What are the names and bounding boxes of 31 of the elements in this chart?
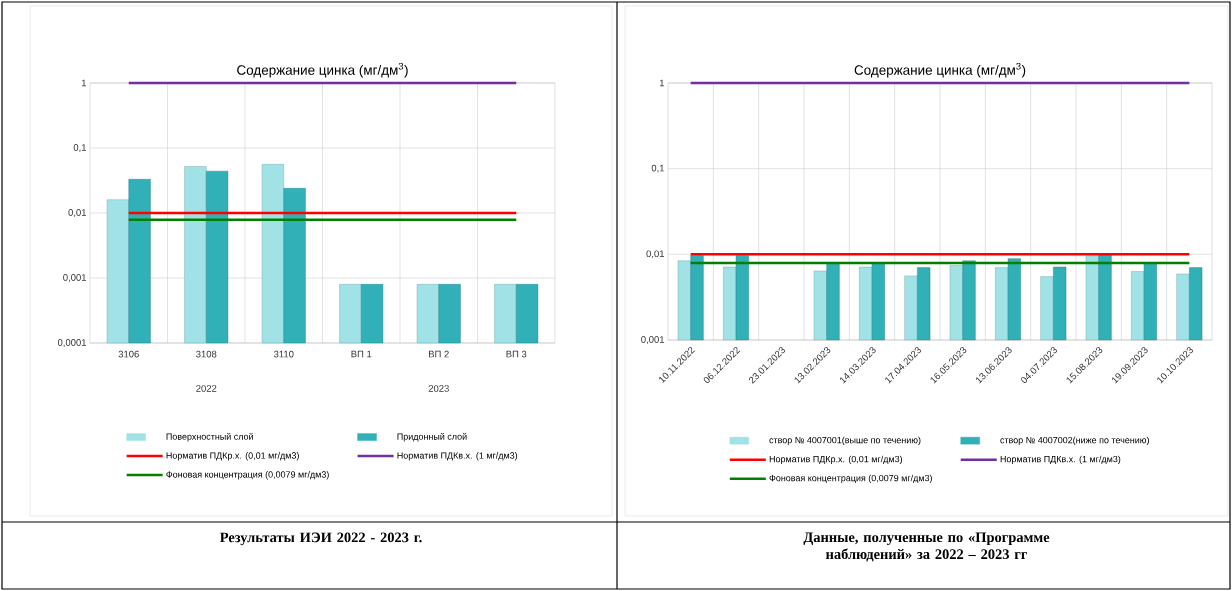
- y-tick-label: 1: [659, 79, 665, 87]
- chart-title: Содержание цинка (мг/дм$^{3}$): [854, 62, 1026, 78]
- chart-title: Содержание цинка (мг/дм$^{3}$): [237, 62, 408, 78]
- legend-label: Норматив ПДКв.х. (1 мг/дм3): [397, 452, 518, 461]
- legend-label: Норматив ПДКр.х. (0,01 мг/дм3): [166, 452, 299, 461]
- y-tick-label: 0,1: [651, 164, 665, 173]
- x-tick-label: ВП 1: [351, 350, 372, 358]
- y-tick-label: 0,01: [68, 209, 87, 217]
- text: Данные, полученные по «Программе наблюдений» за 2022 – 2023 гг: [803, 532, 1050, 562]
- legend-label: створ № 4007001(выше по течению): [769, 436, 921, 446]
- text: 2022: [196, 385, 217, 392]
- y-tick-label: 1: [81, 79, 87, 87]
- legend-label: Поверхностный слой: [166, 432, 253, 442]
- y-tick-label: 0,0001: [57, 339, 87, 347]
- y-tick-label: 0,001: [63, 274, 87, 282]
- y-tick-label: 0,1: [73, 144, 87, 152]
- legend-label: Фоновая концентрация (0,0079 мг/дм3): [166, 471, 329, 480]
- x-tick-label: ВП 2: [429, 350, 449, 358]
- text: 2023: [428, 385, 449, 392]
- y-tick-label: 0,01: [646, 250, 665, 259]
- x-tick-label: 3110: [273, 350, 294, 358]
- legend-label: Придонный слой: [397, 432, 467, 442]
- legend-label: Норматив ПДКв.х. (1 мг/дм3): [1000, 455, 1121, 465]
- x-tick-label: 3108: [196, 350, 217, 358]
- legend-label: Норматив ПДКр.х. (0,01 мг/дм3): [769, 455, 903, 465]
- legend-label: Фоновая концентрация (0,0079 мг/дм3): [769, 474, 932, 483]
- y-tick-label: 0,001: [641, 336, 665, 344]
- x-tick-label: 3106: [118, 350, 139, 358]
- text: Результаты ИЭИ 2022 - 2023 г.: [219, 532, 422, 546]
- x-tick-label: ВП 3: [506, 350, 527, 358]
- legend-label: створ № 4007002(ниже по течению): [1000, 436, 1149, 446]
